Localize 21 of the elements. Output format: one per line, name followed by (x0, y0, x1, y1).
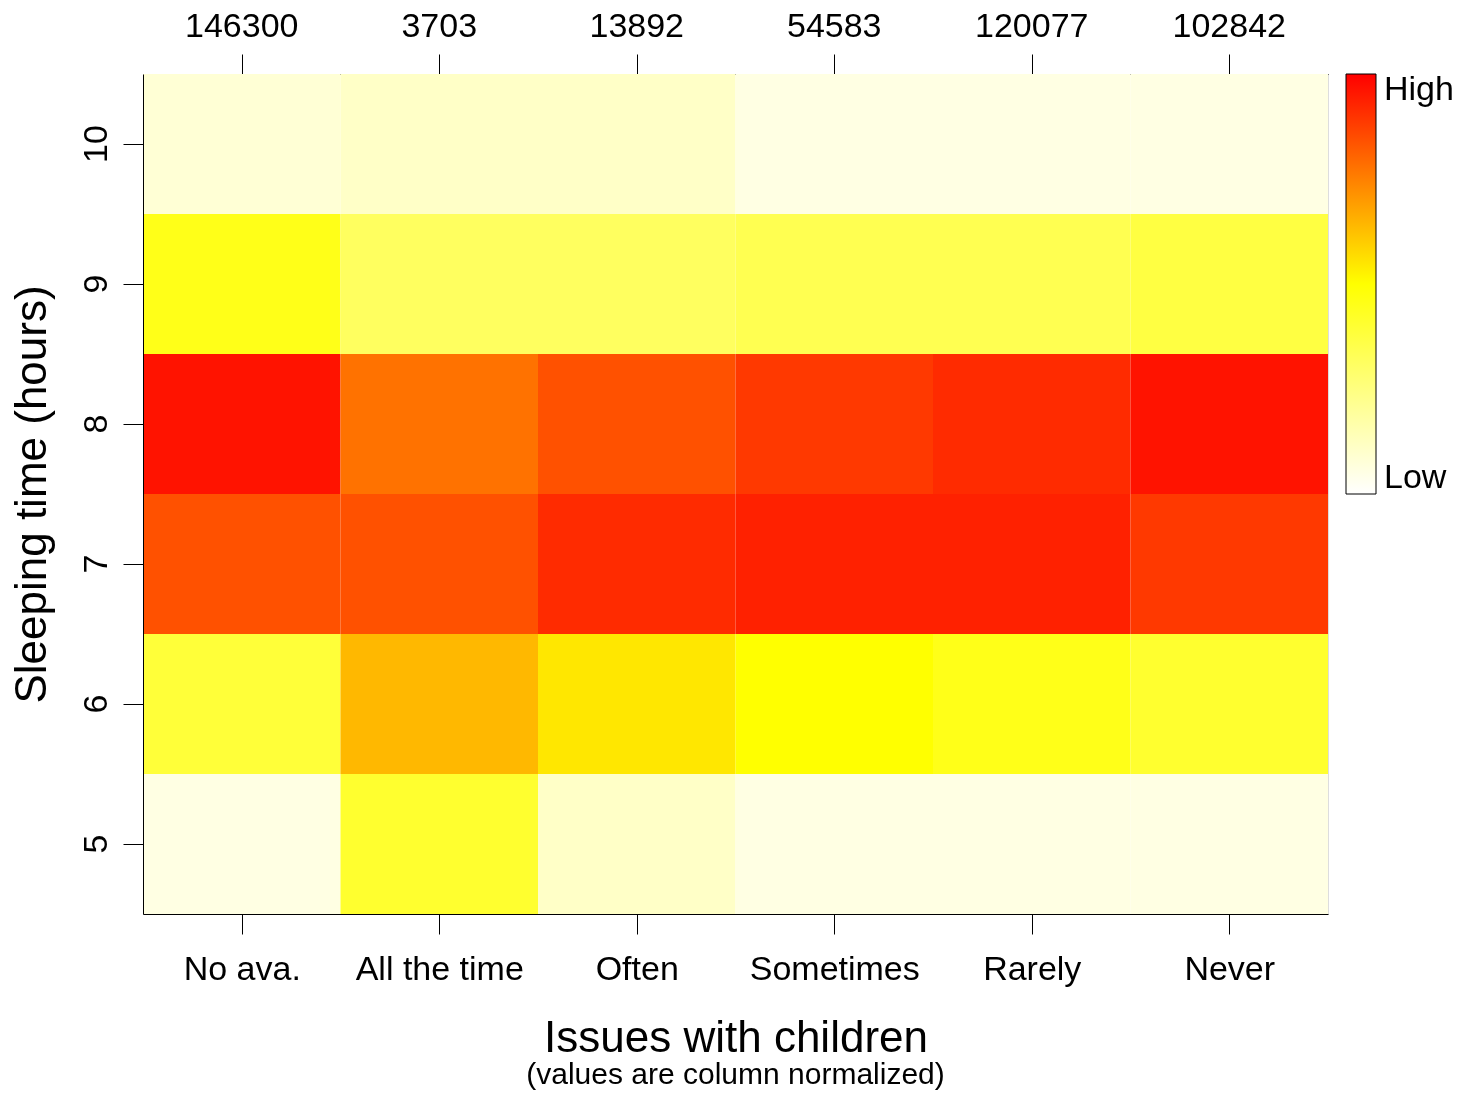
color-bar-label: Low (1384, 457, 1447, 496)
y-tick-label: 6 (75, 694, 114, 714)
text: 146300 (185, 6, 299, 44)
x-tick-label: Sometimes (749, 948, 920, 987)
y-axis-title: Sleeping time (hours) (5, 285, 55, 704)
x-tick-label: No ava. (183, 948, 301, 987)
text: 120077 (975, 6, 1089, 44)
text: 102842 (1172, 6, 1286, 44)
x-tick-label: Often (595, 948, 679, 987)
text: 54583 (786, 6, 882, 44)
y-tick-label: 7 (75, 554, 114, 574)
x-tick-label: All the time (355, 948, 524, 987)
color-bar-label: High (1384, 68, 1454, 107)
y-tick-label: 5 (75, 834, 114, 854)
x-tick-label: Rarely (983, 948, 1082, 987)
y-tick-label: 10 (75, 125, 114, 163)
text: 13892 (589, 6, 685, 44)
y-tick-label: 9 (75, 274, 114, 294)
x-tick-label: Never (1184, 948, 1276, 987)
text: 3703 (401, 6, 478, 44)
y-tick-label: 8 (75, 414, 114, 434)
